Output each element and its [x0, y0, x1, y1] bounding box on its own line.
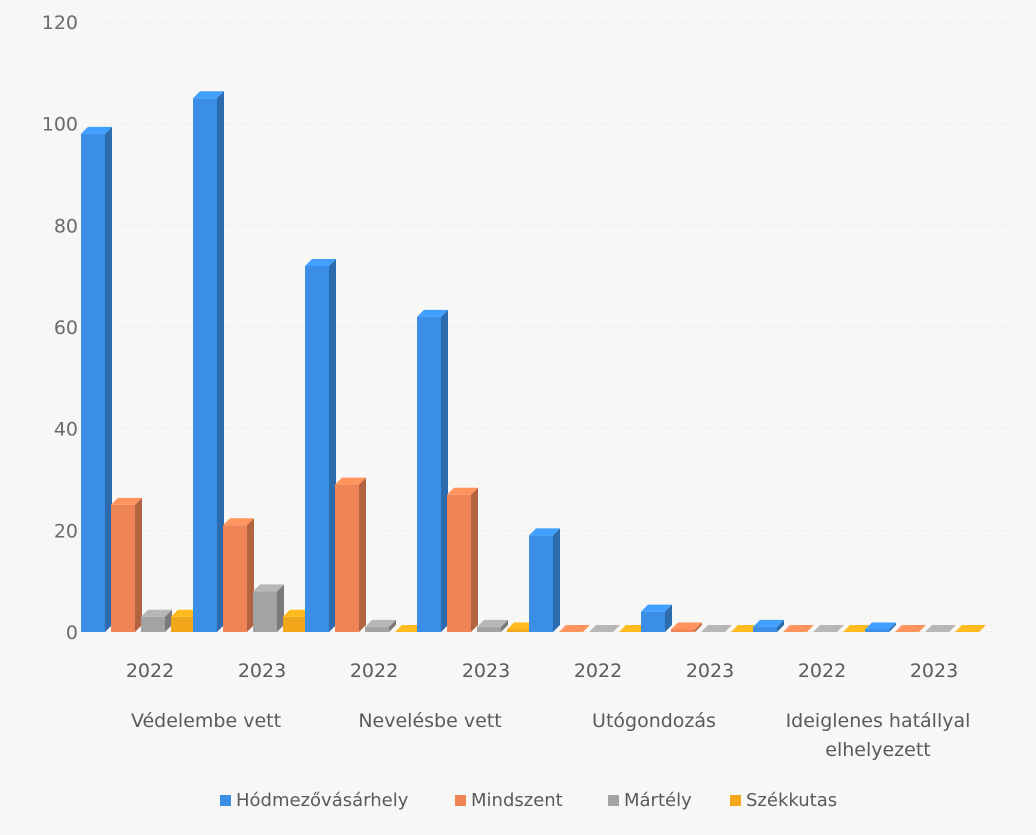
legend-label: Székkutas	[746, 790, 837, 811]
x-axis-labels: 2022 2023 2022 2023 2022 2023 2022 2023 Védelemb…	[126, 660, 971, 761]
bar	[895, 625, 926, 632]
bar	[813, 625, 844, 632]
legend-entry: Székkutas	[730, 790, 837, 811]
y-tick-label: 40	[54, 419, 78, 441]
bar	[335, 477, 366, 632]
x-tick-label: 2023	[910, 660, 958, 682]
legend: Hódmezővásárhely Mindszent Mártély Székkuta…	[220, 790, 837, 811]
legend-swatch	[220, 795, 231, 806]
bar	[559, 625, 590, 632]
bar	[641, 604, 672, 632]
legend-swatch	[608, 795, 619, 806]
bar	[783, 625, 814, 632]
y-tick-label: 100	[42, 114, 78, 136]
x-tick-label: 2022	[574, 660, 622, 682]
group-label: Nevelésbe vett	[358, 710, 501, 732]
bar	[701, 625, 732, 632]
bar	[955, 625, 986, 632]
bar	[253, 584, 284, 632]
x-tick-label: 2023	[462, 660, 510, 682]
legend-entry: Hódmezővásárhely	[220, 790, 409, 811]
bar	[81, 126, 112, 633]
x-tick-label: 2023	[686, 660, 734, 682]
x-tick-label: 2022	[798, 660, 846, 682]
y-tick-label: 20	[54, 520, 78, 542]
group-label: Utógondozás	[592, 710, 716, 732]
y-tick-label: 60	[54, 317, 78, 339]
bar	[141, 609, 172, 632]
bar	[477, 619, 508, 632]
bar	[753, 619, 784, 632]
legend-entry: Mindszent	[455, 790, 563, 811]
bar	[193, 91, 224, 632]
x-tick-label: 2022	[350, 660, 398, 682]
bars	[81, 91, 986, 633]
legend-label: Mindszent	[471, 790, 563, 811]
group-label: Védelembe vett	[131, 710, 281, 732]
bar	[589, 625, 620, 632]
bar	[417, 309, 448, 632]
y-axis-ticks: 0 20 40 60 80 100 120	[42, 12, 78, 644]
y-tick-label: 80	[54, 215, 78, 237]
legend-label: Hódmezővásárhely	[236, 790, 409, 811]
bar	[365, 619, 396, 632]
bar	[305, 259, 336, 632]
x-tick-label: 2022	[126, 660, 174, 682]
bar	[671, 622, 702, 632]
y-tick-label: 0	[66, 622, 78, 644]
legend-swatch	[455, 795, 466, 806]
group-label: Ideiglenes hatállyal elhelyezett	[786, 710, 971, 761]
x-tick-label: 2023	[238, 660, 286, 682]
legend-entry: Mártély	[608, 790, 692, 811]
legend-swatch	[730, 795, 741, 806]
y-tick-label: 120	[42, 12, 78, 34]
bar	[447, 487, 478, 632]
bar	[223, 518, 254, 632]
bar	[529, 528, 560, 632]
bar	[865, 622, 896, 632]
bar	[111, 497, 142, 632]
bar	[925, 625, 956, 632]
legend-label: Mártély	[624, 790, 692, 811]
